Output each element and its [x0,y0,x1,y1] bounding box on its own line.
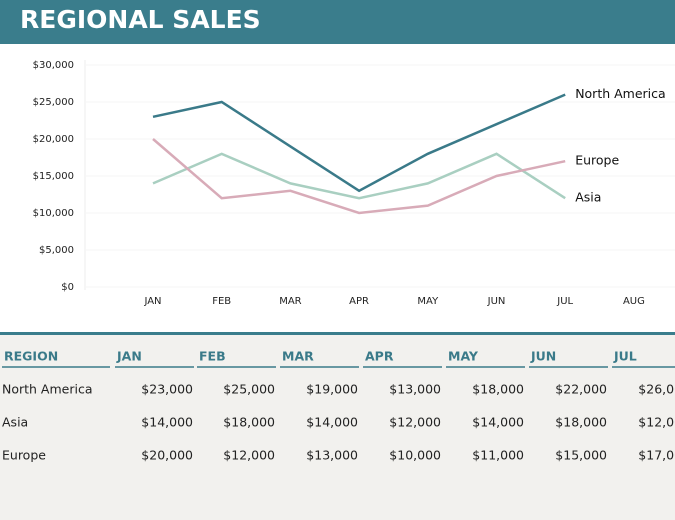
cell-value: $19,000 [306,382,358,397]
row-label: Europe [2,448,46,463]
column-header: REGION [4,349,58,364]
series-line [152,93,566,193]
series-line [152,152,566,200]
series-label: Europe [575,153,619,168]
header-bar [0,0,675,44]
cell-value: $12,000 [638,415,675,430]
y-tick-label: $0 [61,282,74,293]
y-tick-label: $20,000 [33,134,74,145]
cell-value: $17,000 [638,448,675,463]
cell-value: $13,000 [306,448,358,463]
column-header: FEB [199,349,226,364]
y-tick-label: $30,000 [33,60,74,71]
column-header: MAY [448,349,479,364]
cell-value: $20,000 [141,448,193,463]
x-tick-label: JUL [556,296,573,307]
cell-value: $18,000 [472,382,524,397]
x-tick-label: MAR [279,296,301,307]
series-line [152,138,566,215]
cell-value: $22,000 [555,382,607,397]
x-tick-label: JUN [487,296,506,307]
y-tick-label: $25,000 [33,97,74,108]
cell-value: $12,000 [389,415,441,430]
column-header: JUN [530,349,556,364]
table: REGION JAN FEB MAR APR MAY JUN JUL North America… [2,349,675,463]
x-tick-label: MAY [417,296,439,307]
chart: $0 $5,000 $10,000 $15,000 $20,000 $25,000 $30,… [33,60,675,307]
cell-value: $18,000 [223,415,275,430]
cell-value: $14,000 [306,415,358,430]
column-header: JUL [613,349,637,364]
cell-value: $15,000 [555,448,607,463]
x-tick-label: JAN [143,296,161,307]
cell-value: $14,000 [141,415,193,430]
x-tick-label: FEB [212,296,231,307]
y-tick-label: $10,000 [33,208,74,219]
chart-area [0,44,675,333]
table-area [0,335,675,520]
series-label: Asia [575,190,601,205]
row-label: Asia [2,415,28,430]
cell-value: $12,000 [223,448,275,463]
x-tick-label: AUG [623,296,645,307]
cell-value: $11,000 [472,448,524,463]
cell-value: $23,000 [141,382,193,397]
y-tick-label: $5,000 [39,245,74,256]
cell-value: $26,000 [638,382,675,397]
series-label: North America [575,86,666,101]
cell-value: $18,000 [555,415,607,430]
column-header: MAR [282,349,314,364]
cell-value: $10,000 [389,448,441,463]
page-title: REGIONAL SALES [20,5,261,34]
x-tick-label: APR [349,296,369,307]
column-header: APR [365,349,394,364]
column-header: JAN [116,349,142,364]
row-label: North America [2,382,93,397]
cell-value: $13,000 [389,382,441,397]
cell-value: $14,000 [472,415,524,430]
cell-value: $25,000 [223,382,275,397]
y-tick-label: $15,000 [33,171,74,182]
table-divider [0,332,675,335]
